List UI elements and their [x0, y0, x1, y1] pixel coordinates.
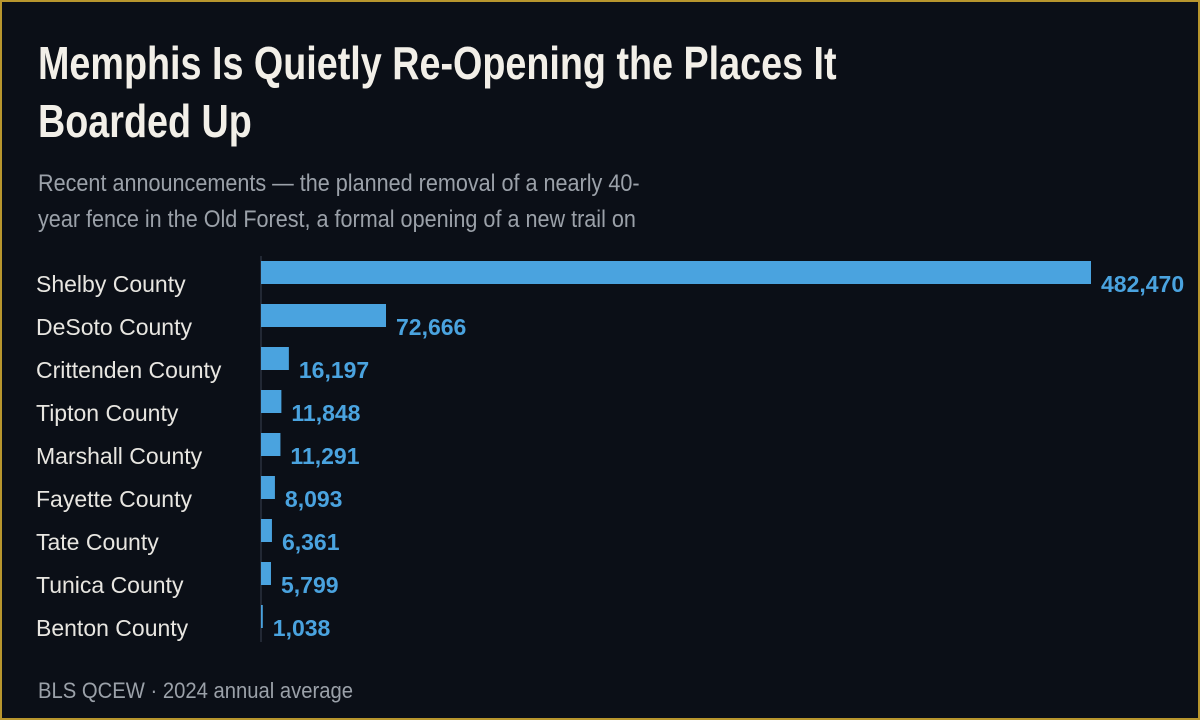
category-label: Tate County — [36, 529, 159, 555]
value-label: 5,799 — [281, 572, 339, 598]
bar — [261, 261, 1091, 284]
bar — [261, 304, 387, 327]
category-label: Crittenden County — [36, 357, 222, 383]
bar — [261, 433, 281, 456]
category-label: Benton County — [36, 615, 189, 641]
category-label: Marshall County — [36, 443, 203, 469]
value-label: 6,361 — [282, 529, 340, 555]
value-label: 1,038 — [273, 615, 331, 641]
category-label: Tunica County — [36, 572, 184, 598]
category-label: DeSoto County — [36, 314, 192, 340]
bar — [261, 605, 263, 628]
value-label: 72,666 — [396, 314, 466, 340]
value-label: 16,197 — [299, 357, 369, 383]
chart-title: Memphis Is Quietly Re-Opening the Places… — [38, 37, 837, 147]
category-label: Fayette County — [36, 486, 192, 512]
category-label: Tipton County — [36, 400, 179, 426]
bar — [261, 390, 282, 413]
category-label: Shelby County — [36, 271, 186, 297]
chart-subtitle: Recent announcements — the planned remov… — [38, 170, 640, 233]
value-label: 482,470 — [1101, 271, 1184, 297]
bar — [261, 347, 289, 370]
value-label: 11,848 — [291, 400, 360, 426]
bar — [261, 519, 272, 542]
bar — [261, 562, 271, 585]
source-note: BLS QCEW · 2024 annual average — [38, 678, 354, 703]
value-label: 11,291 — [290, 443, 359, 469]
bar — [261, 476, 275, 499]
value-label: 8,093 — [285, 486, 343, 512]
